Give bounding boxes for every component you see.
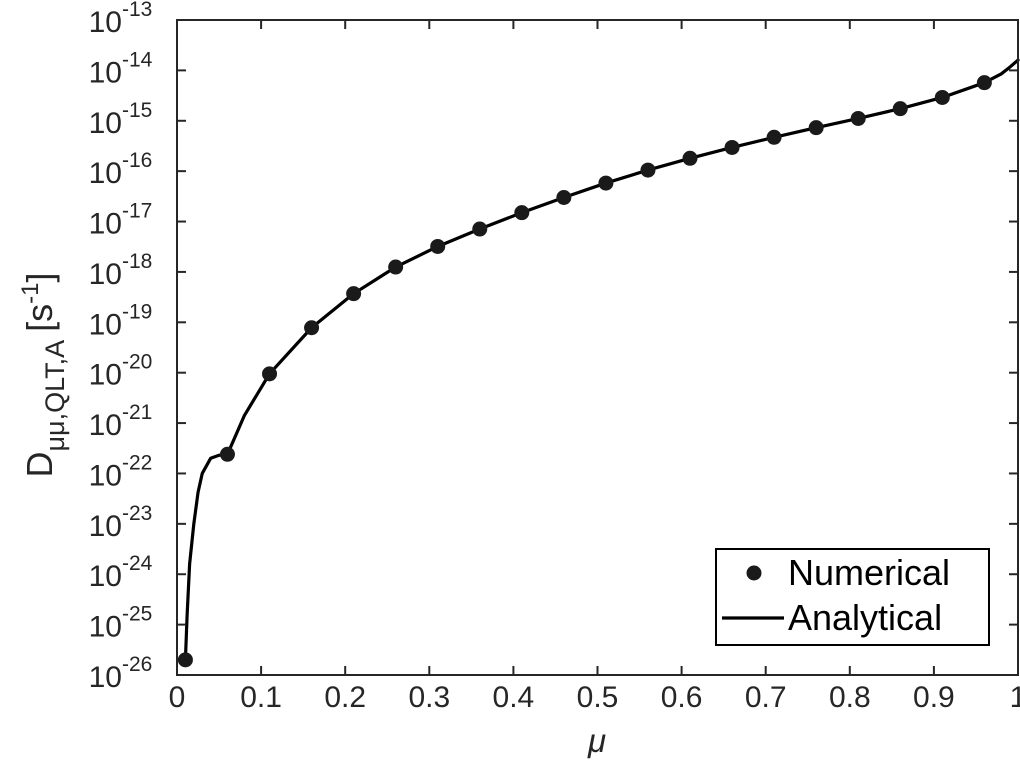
y-tick-label-exponent: -24: [122, 552, 153, 575]
y-tick-label: 10-14: [89, 48, 153, 89]
legend-numerical-marker: [746, 565, 762, 581]
numerical-point: [976, 75, 992, 91]
y-tick-label: 10-15: [89, 99, 153, 140]
y-tick-label: 10-26: [89, 653, 153, 694]
y-tick-label-exponent: -15: [122, 99, 152, 122]
legend-numerical-label: Numerical: [788, 552, 950, 593]
y-tick-label: 10-13: [89, 0, 153, 39]
y-tick-label: 10-21: [89, 401, 153, 442]
legend-box: [715, 548, 990, 646]
x-axis-label: μ: [587, 722, 606, 759]
numerical-point: [177, 652, 193, 668]
y-tick-label-exponent: -23: [122, 502, 152, 525]
x-tick-label: 0.6: [661, 681, 703, 714]
y-axis-label-main: D: [19, 452, 60, 478]
x-tick-label: 0.8: [829, 681, 871, 714]
y-tick-label-exponent: -20: [122, 351, 152, 374]
numerical-point: [724, 139, 740, 155]
numerical-point: [388, 259, 404, 275]
y-axis-label-subscript: μμ,QLT,A: [40, 340, 70, 452]
x-tick-label: 0.1: [240, 681, 282, 714]
y-tick-labels: 10-26 10-25 10-24 10-23 10-22 10-21 10-20 10-19…: [89, 0, 153, 694]
y-tick-label: 10-22: [89, 451, 153, 492]
y-tick-label: 10-25: [89, 603, 153, 644]
numerical-point: [472, 221, 488, 237]
x-tick-label: 1: [1010, 681, 1020, 714]
numerical-point: [346, 286, 362, 302]
y-tick-label: 10-20: [89, 351, 153, 392]
y-axis-label-unit-suffix: ]: [19, 272, 60, 282]
y-axis-label-unit-exponent: -1: [17, 283, 44, 304]
y-tick-label: 10-19: [89, 300, 153, 341]
y-tick-label: 10-17: [89, 200, 153, 241]
numerical-point: [598, 175, 614, 191]
y-tick-label-exponent: -26: [122, 653, 152, 676]
y-axis-label: Dμμ,QLT,A [s-1]: [17, 272, 70, 477]
x-tick-label: 0.5: [577, 681, 619, 714]
y-tick-label-exponent: -13: [122, 0, 152, 21]
numerical-markers-layer: [177, 75, 992, 668]
y-tick-label-exponent: -16: [122, 149, 152, 172]
y-tick-label-exponent: -19: [122, 300, 152, 323]
numerical-point: [514, 205, 530, 221]
y-tick-label: 10-18: [89, 250, 153, 291]
numerical-point: [304, 320, 320, 336]
y-tick-label: 10-23: [89, 502, 153, 543]
numerical-point: [262, 366, 278, 382]
numerical-point: [808, 120, 824, 136]
numerical-point: [766, 129, 782, 145]
y-tick-label-exponent: -17: [122, 200, 152, 223]
x-tick-label: 0: [169, 681, 186, 714]
y-tick-label: 10-16: [89, 149, 153, 190]
x-tick-label: 0.7: [745, 681, 787, 714]
y-tick-label-exponent: -22: [122, 451, 152, 474]
x-tick-label: 0.2: [324, 681, 366, 714]
numerical-point: [850, 110, 866, 126]
y-tick-label-exponent: -14: [122, 48, 153, 71]
y-tick-label: 10-24: [89, 552, 153, 593]
axes: [176, 19, 1019, 676]
numerical-point: [682, 150, 698, 166]
numerical-point: [640, 162, 656, 178]
x-tick-label: 0.4: [493, 681, 535, 714]
numerical-point: [892, 101, 908, 117]
y-tick-label-exponent: -18: [122, 250, 152, 273]
legend: Numerical Analytical: [715, 548, 990, 646]
legend-analytical-label: Analytical: [788, 597, 942, 638]
x-tick-label: 0.9: [913, 681, 955, 714]
numerical-point: [219, 446, 235, 462]
y-axis-label-unit: [s: [19, 304, 60, 332]
numerical-point: [430, 238, 446, 254]
numerical-point: [556, 189, 572, 205]
y-tick-label-exponent: -25: [122, 603, 152, 626]
numerical-point: [934, 89, 950, 105]
y-tick-label-exponent: -21: [122, 401, 152, 424]
x-tick-label: 0.3: [408, 681, 450, 714]
x-tick-labels: 0 0.1 0.2 0.3 0.4 0.5 0.6 0.7 0.8 0.9 1: [169, 681, 1020, 714]
